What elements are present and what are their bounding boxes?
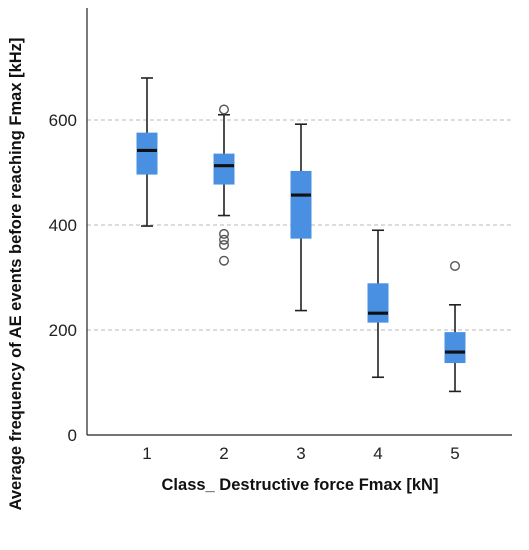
x-tick-label: 5	[450, 444, 459, 463]
x-tick-labels: 1 2 3 4 5	[142, 444, 459, 463]
box-group-3	[290, 123, 312, 312]
boxes	[136, 77, 466, 393]
outlier-point	[450, 260, 461, 271]
y-tick-label: 600	[49, 111, 77, 130]
x-tick-label: 4	[373, 444, 382, 463]
y-tick-labels: 0 200 400 600	[49, 111, 77, 445]
x-axis-title: Class_ Destructive force Fmax [kN]	[162, 476, 439, 494]
box	[136, 132, 158, 175]
outlier-point	[218, 104, 229, 115]
box	[444, 332, 466, 364]
box	[290, 170, 312, 239]
box-group-1	[136, 77, 158, 227]
outlier-point	[218, 234, 229, 245]
x-tick-label: 3	[296, 444, 305, 463]
box-group-2	[213, 104, 235, 266]
outlier-point	[218, 228, 229, 239]
y-tick-label: 200	[49, 321, 77, 340]
box-group-5	[444, 260, 466, 393]
box-group-4	[367, 229, 389, 379]
y-tick-label: 400	[49, 216, 77, 235]
box	[213, 153, 235, 185]
y-tick-label: 0	[68, 426, 77, 445]
outlier-point	[218, 255, 229, 266]
x-tick-label: 2	[219, 444, 228, 463]
outlier-point	[218, 239, 229, 250]
x-tick-label: 1	[142, 444, 151, 463]
y-axis-title: Average frequency of AE events before re…	[7, 38, 25, 511]
box	[367, 283, 389, 323]
